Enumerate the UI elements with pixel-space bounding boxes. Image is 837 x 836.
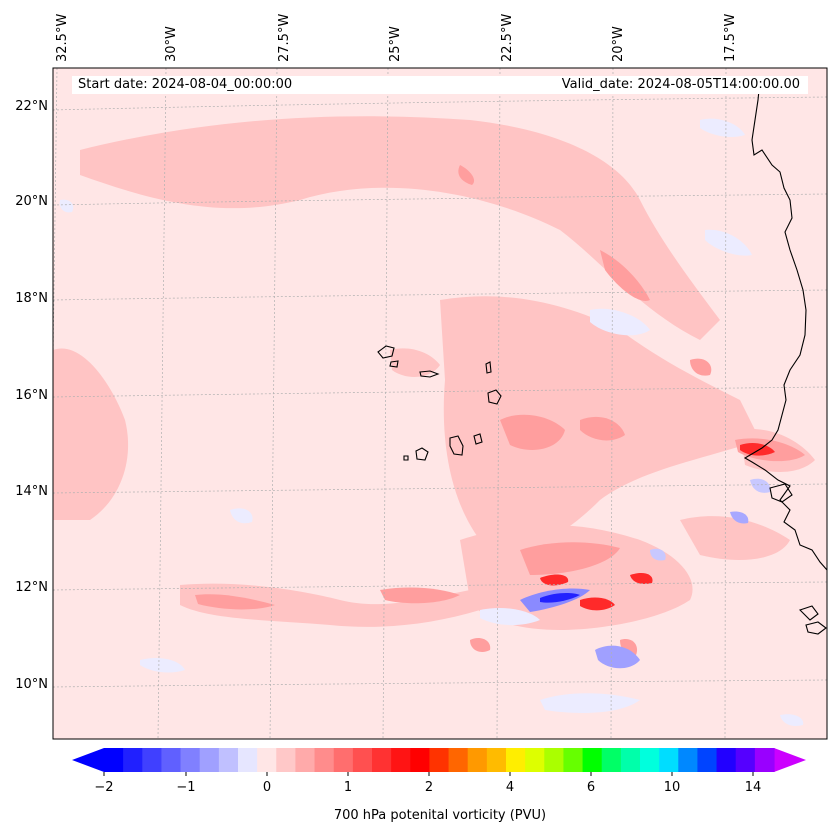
pv-field	[53, 68, 827, 739]
lat-label: 20°N	[15, 194, 48, 209]
light-blue-regions	[59, 118, 804, 726]
lon-label: 22.5°W	[500, 13, 515, 62]
colorbar-segment	[104, 748, 124, 772]
colorbar-segment	[448, 748, 469, 772]
colorbar-segment	[563, 748, 584, 772]
colorbar-segment	[352, 748, 373, 772]
colorbar-segment	[544, 748, 565, 772]
start-date-label: Start date: 2024-08-04_00:00:00	[78, 77, 293, 92]
colorbar-segment	[410, 748, 431, 772]
colorbar-tick-label: 6	[586, 780, 596, 795]
colorbar-segment	[697, 748, 718, 772]
colorbar-tick-label: −1	[176, 780, 196, 795]
colorbar-extend-max	[774, 748, 806, 772]
colorbar-segment	[486, 748, 507, 772]
colorbar-title: 700 hPa potenital vorticity (PVU)	[333, 808, 547, 823]
colorbar-segment	[161, 748, 182, 772]
colorbar-segment	[582, 748, 603, 772]
strong-red-regions	[540, 442, 775, 611]
colorbar-segment	[754, 748, 775, 772]
colorbar	[72, 748, 806, 772]
lon-label: 25°W	[388, 26, 403, 62]
info-banner: Start date: 2024-08-04_00:00:00 Valid_da…	[72, 76, 808, 94]
cabo-verde-islands	[377, 345, 502, 461]
colorbar-segment	[180, 748, 201, 772]
medium-red-regions	[195, 165, 805, 656]
lon-label: 27.5°W	[277, 13, 292, 62]
lat-label: 10°N	[15, 677, 48, 692]
african-coastline	[743, 79, 827, 635]
colorbar-tick-label: 14	[744, 780, 762, 795]
colorbar-segment	[238, 748, 258, 772]
lat-label: 16°N	[15, 388, 48, 403]
colorbar-segment	[525, 748, 545, 772]
colorbar-segment	[218, 748, 239, 772]
colorbar-tick-label: 10	[663, 780, 681, 795]
lon-label: 32.5°W	[55, 13, 70, 62]
colorbar-ticks	[103, 772, 754, 776]
valid-date-label: Valid_date: 2024-08-05T14:00:00.00	[561, 77, 800, 92]
graticule	[53, 68, 827, 739]
colorbar-tick-label: −2	[94, 780, 114, 795]
colorbar-segment	[257, 748, 277, 772]
colorbar-extend-min	[72, 748, 104, 772]
colorbar-segment	[295, 748, 316, 772]
colorbar-segment	[735, 748, 756, 772]
colorbar-segment	[506, 748, 526, 772]
colorbar-tick-label: 1	[343, 780, 353, 795]
blue-regions	[520, 478, 771, 669]
colorbar-tick-label: 0	[262, 780, 272, 795]
lon-label: 30°W	[164, 26, 179, 62]
colorbar-segment	[601, 748, 622, 772]
map-frame	[52, 67, 828, 740]
colorbar-segment	[199, 748, 220, 772]
colorbar-segment	[659, 748, 679, 772]
colorbar-segment	[429, 748, 450, 772]
lat-label: 14°N	[15, 484, 48, 499]
colorbar-segment	[276, 748, 297, 772]
colorbar-tick-label: 2	[424, 780, 434, 795]
colorbar-tick-label: 4	[505, 780, 515, 795]
colorbar-segment	[467, 748, 488, 772]
lon-label: 17.5°W	[723, 13, 738, 62]
lat-label: 22°N	[15, 99, 48, 114]
lat-label: 12°N	[15, 580, 48, 595]
colorbar-segment	[333, 748, 354, 772]
colorbar-segment	[640, 748, 660, 772]
colorbar-segment	[142, 748, 163, 772]
colorbar-segment	[678, 748, 699, 772]
colorbar-segment	[391, 748, 411, 772]
lon-label: 20°W	[611, 26, 626, 62]
lat-label: 18°N	[15, 291, 48, 306]
colorbar-segment	[620, 748, 641, 772]
colorbar-segment	[123, 748, 143, 772]
colorbar-segment	[716, 748, 737, 772]
colorbar-segment	[314, 748, 335, 772]
colorbar-segment	[372, 748, 392, 772]
